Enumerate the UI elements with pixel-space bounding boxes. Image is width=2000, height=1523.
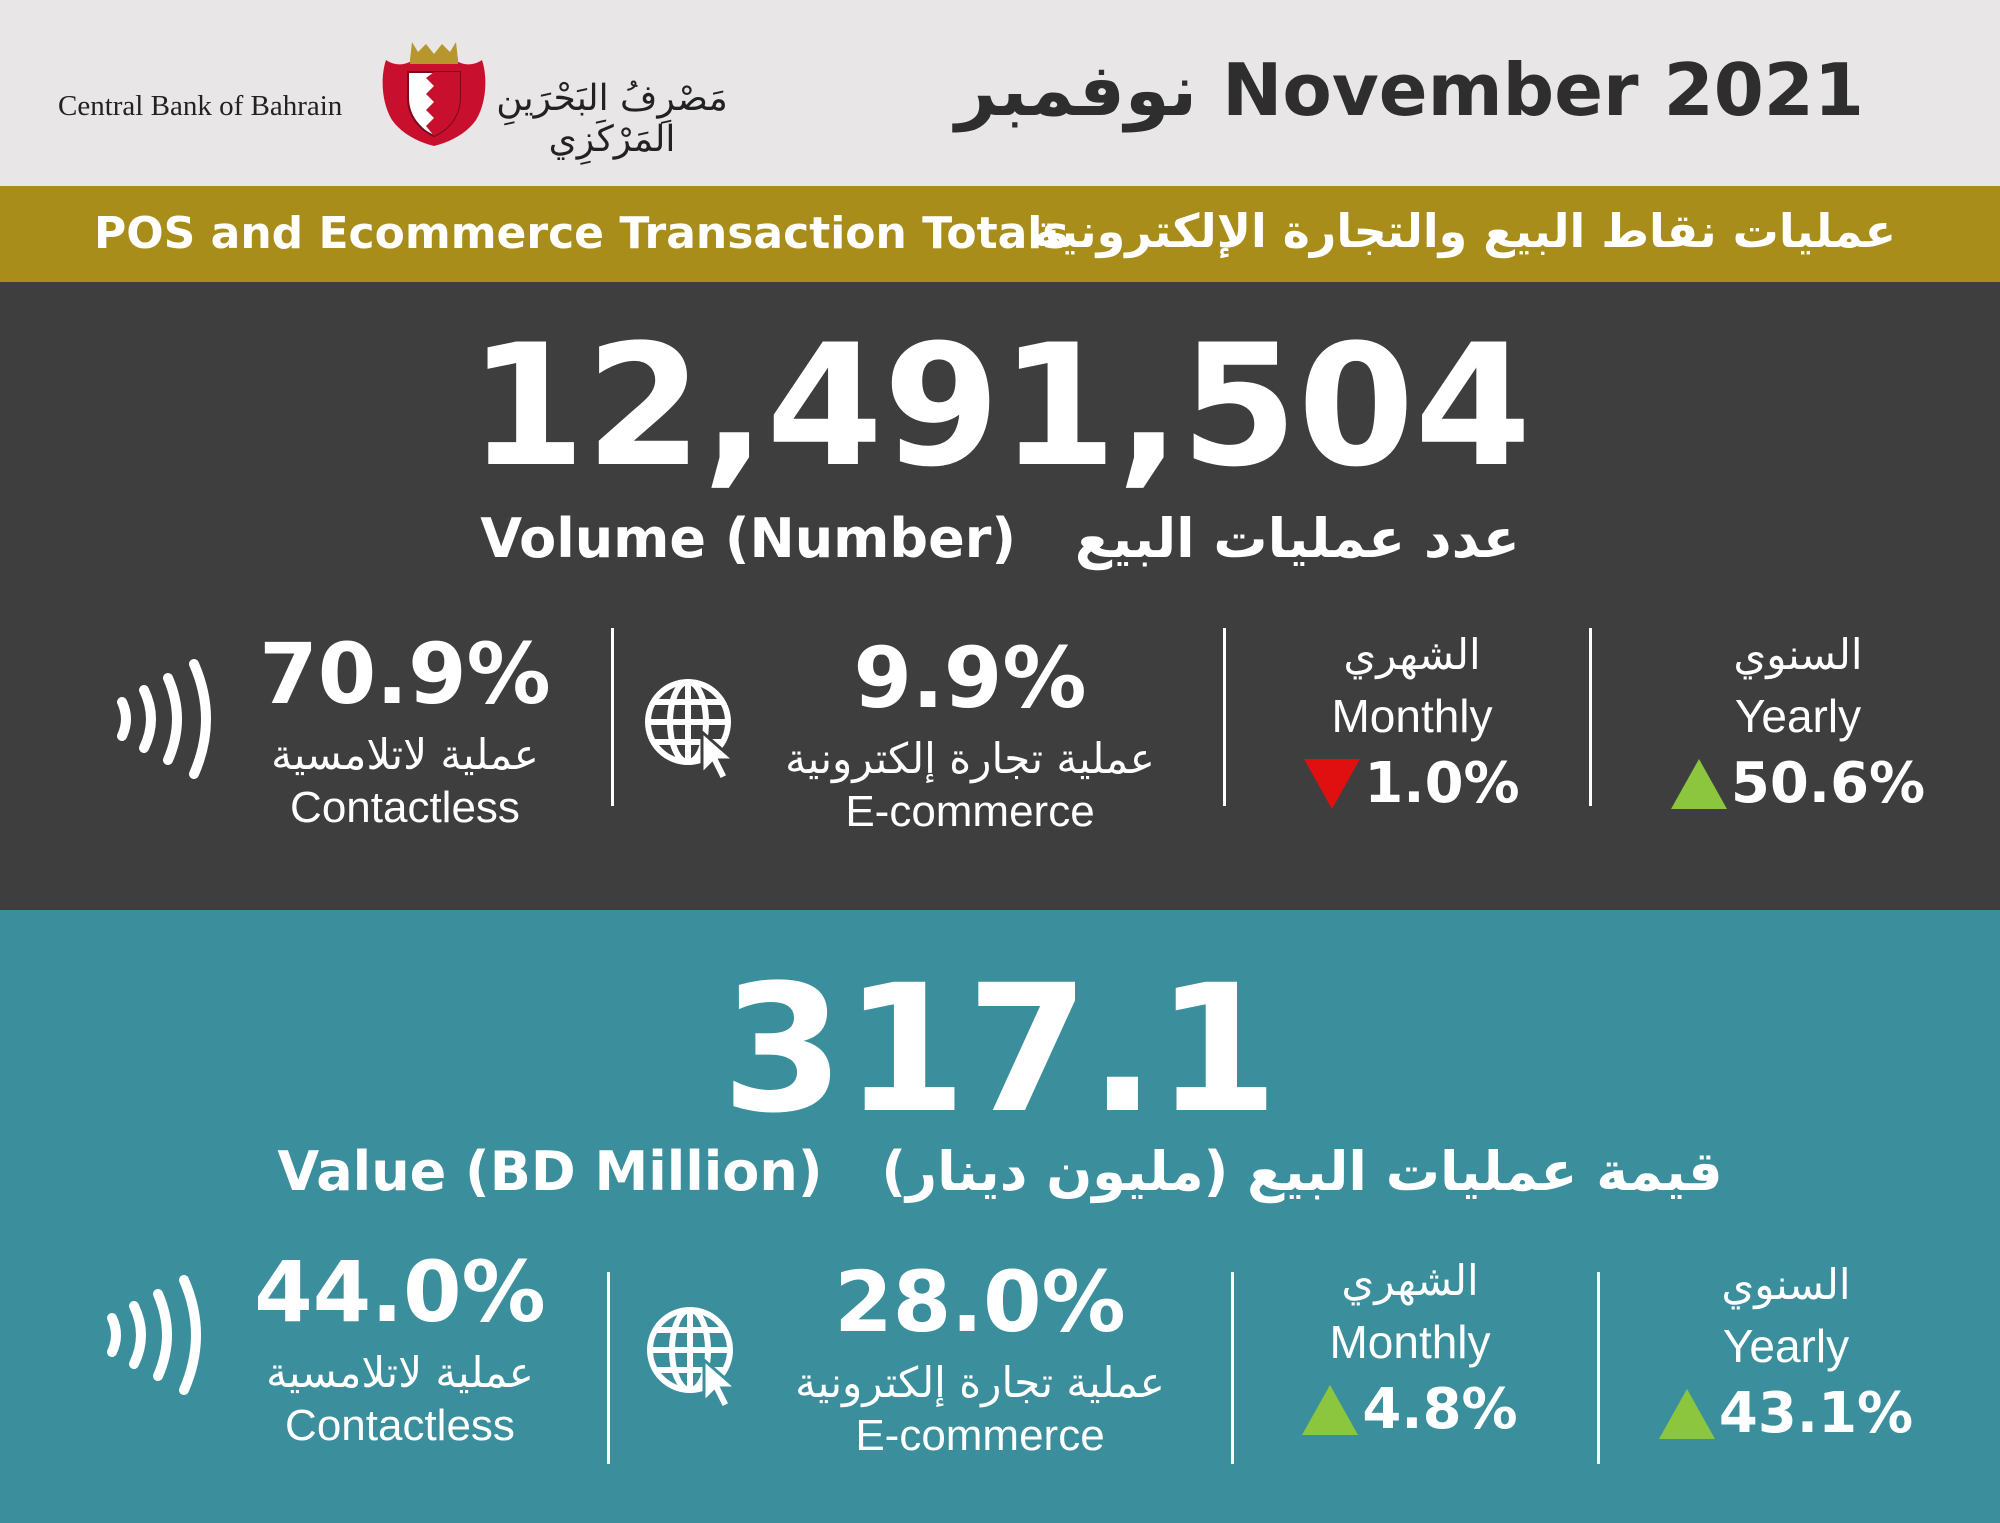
contactless-icon [107,1275,201,1395]
contactless-label-en: Contactless [290,783,520,832]
ecommerce-pct: 9.9% [853,629,1087,727]
value-label: Value (BD Million) قيمة عمليات البيع (مل… [0,1140,2000,1203]
yearly-change-value: 43.1% [1718,1381,1914,1446]
value-panel: 317.1 Value (BD Million) قيمة عمليات الب… [0,910,2000,1523]
yearly-label-ar: السنوي [1733,630,1863,679]
value-label-ar: قيمة عمليات البيع (مليون دينار) [881,1140,1723,1203]
divider [1589,628,1592,806]
monthly-change: 4.8% [1280,1377,1540,1442]
contactless-label-ar: عملية لاتلامسية [271,730,539,779]
yearly-change-value: 50.6% [1730,751,1926,816]
yearly-change: 50.6% [1668,751,1928,816]
divider [1223,628,1226,806]
ecommerce-label-ar: عملية تجارة إلكترونية [795,1358,1165,1407]
banner-title-ar: عمليات نقاط البيع والتجارة الإلكترونية [1032,204,1896,258]
contactless-icon [117,659,211,779]
monthly-label-ar: الشهري [1341,1256,1479,1305]
volume-ecommerce: 9.9% عملية تجارة إلكترونية E-commerce [770,636,1170,837]
up-arrow-icon [1670,758,1727,809]
volume-label-ar: عدد عمليات البيع [1074,507,1520,570]
contactless-pct: 44.0% [254,1243,546,1341]
down-arrow-icon [1304,758,1361,809]
header: Central Bank of Bahrain مَصْرِفُ البَحْر… [0,0,2000,186]
ecommerce-label-ar: عملية تجارة إلكترونية [785,734,1155,783]
volume-yearly: السنوي Yearly 50.6% [1668,630,1928,816]
logo-text-en: Central Bank of Bahrain [58,90,343,122]
banner-title-en: POS and Ecommerce Transaction Totals [94,208,1069,259]
yearly-label-en: Yearly [1722,1320,1850,1372]
volume-panel: 12,491,504 Volume (Number) عدد عمليات ال… [0,282,2000,910]
contactless-pct: 70.9% [259,625,551,723]
divider [607,1272,610,1464]
up-arrow-icon [1658,1388,1715,1439]
monthly-label-en: Monthly [1329,1316,1491,1368]
crest-icon [382,42,486,146]
value-contactless: 44.0% عملية لاتلامسية Contactless [235,1250,565,1451]
monthly-label-ar: الشهري [1343,630,1481,679]
page-title: نوفمبر November 2021 [955,48,1864,132]
volume-label: Volume (Number) عدد عمليات البيع [0,507,2000,570]
value-total: 317.1 [721,947,1279,1152]
divider [1231,1272,1234,1464]
yearly-label-ar: السنوي [1721,1260,1851,1309]
contactless-label-ar: عملية لاتلامسية [266,1348,534,1397]
volume-monthly: الشهري Monthly 1.0% [1282,630,1542,816]
ecommerce-label-en: E-commerce [855,1411,1105,1460]
monthly-change-value: 1.0% [1364,751,1520,816]
title-banner: POS and Ecommerce Transaction Totals عمل… [0,186,2000,282]
monthly-label-en: Monthly [1331,690,1493,742]
value-yearly: السنوي Yearly 43.1% [1656,1260,1916,1446]
yearly-label-en: Yearly [1734,690,1862,742]
yearly-change: 43.1% [1656,1381,1916,1446]
volume-label-en: Volume (Number) [480,507,1017,570]
monthly-change-value: 4.8% [1362,1377,1518,1442]
globe-cursor-icon [647,1307,740,1411]
up-arrow-icon [1302,1384,1359,1435]
logo-text-ar: مَصْرِفُ البَحْرَينِ المَرْكَزِي [496,78,728,160]
ecommerce-label-en: E-commerce [845,787,1095,836]
divider [611,628,614,806]
globe-cursor-icon [645,679,738,783]
volume-contactless: 70.9% عملية لاتلامسية Contactless [240,632,570,833]
value-monthly: الشهري Monthly 4.8% [1280,1256,1540,1442]
ecommerce-pct: 28.0% [834,1253,1126,1351]
value-ecommerce: 28.0% عملية تجارة إلكترونية E-commerce [780,1260,1180,1461]
value-label-en: Value (BD Million) [277,1140,823,1203]
volume-total: 12,491,504 [468,308,1532,504]
divider [1597,1272,1600,1464]
contactless-label-en: Contactless [285,1401,515,1450]
monthly-change: 1.0% [1282,751,1542,816]
